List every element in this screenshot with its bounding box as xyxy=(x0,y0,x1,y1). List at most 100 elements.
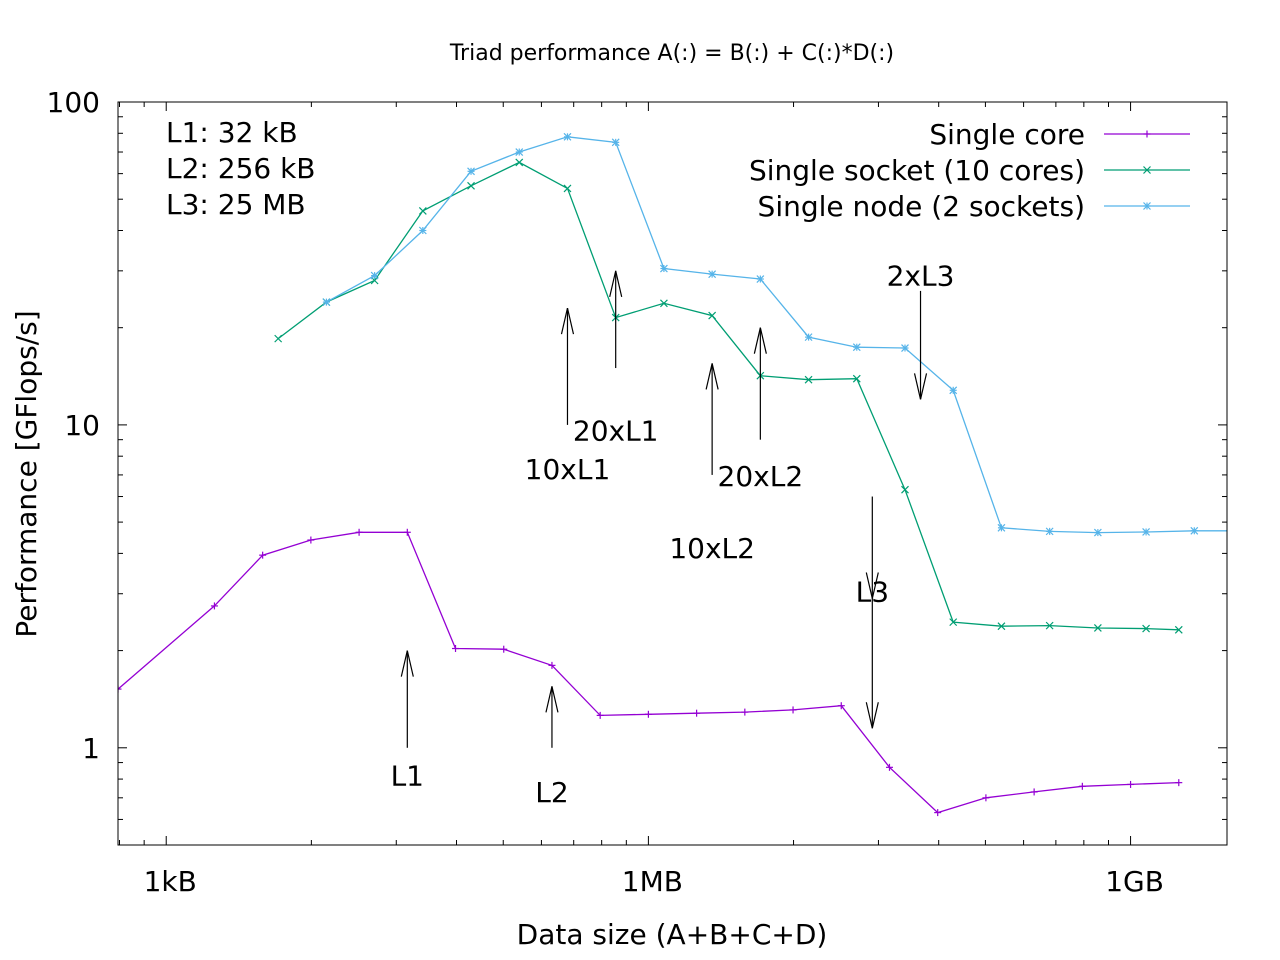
data-point xyxy=(804,333,813,342)
data-point xyxy=(548,661,556,669)
data-point xyxy=(307,536,315,544)
plot-frame xyxy=(117,101,1228,846)
data-point xyxy=(1239,527,1246,534)
data-point xyxy=(1093,624,1102,632)
data-point xyxy=(1093,528,1102,537)
data-point xyxy=(852,374,861,383)
data-point xyxy=(355,528,363,536)
data-point xyxy=(789,706,797,714)
data-point xyxy=(611,138,620,147)
y-axis-label: Performance [GFlops/s] xyxy=(10,310,43,637)
data-point xyxy=(1142,624,1151,633)
data-point xyxy=(403,528,411,536)
data-point xyxy=(418,206,427,215)
data-point xyxy=(370,271,379,280)
data-point xyxy=(500,645,508,653)
y-tick-label: 1 xyxy=(82,732,100,765)
data-point xyxy=(852,343,861,352)
legend-marker xyxy=(1143,130,1151,138)
data-point xyxy=(210,602,218,610)
data-point xyxy=(741,708,749,716)
data-point xyxy=(708,311,717,320)
annotation-label: L3 xyxy=(856,575,889,608)
data-point xyxy=(596,711,604,719)
legend-label: Single core xyxy=(929,118,1085,151)
data-point xyxy=(644,710,652,718)
x-axis-label: Data size (A+B+C+D) xyxy=(517,918,828,951)
data-point xyxy=(693,709,701,717)
y-tick-label: 100 xyxy=(47,86,100,119)
cache-note: L1: 32 kB xyxy=(166,116,298,149)
data-point xyxy=(756,275,765,283)
legend-label: Single node (2 sockets) xyxy=(758,190,1085,223)
data-point xyxy=(949,618,958,627)
data-point xyxy=(659,299,668,308)
chart-title: Triad performance A(:) = B(:) + C(:)*D(:… xyxy=(449,41,894,66)
annotation-arrow xyxy=(753,327,767,440)
annotation-arrow xyxy=(545,686,559,748)
data-point xyxy=(1030,788,1038,796)
data-point xyxy=(467,167,475,176)
annotation-arrow xyxy=(609,270,623,369)
data-point xyxy=(708,270,717,279)
data-point xyxy=(837,702,845,710)
data-point xyxy=(982,794,990,802)
data-point xyxy=(1045,621,1054,630)
annotation-arrow xyxy=(865,593,879,729)
legend-marker xyxy=(1143,202,1151,210)
data-point xyxy=(659,264,668,273)
annotation-label: 10xL1 xyxy=(525,453,611,486)
data-point xyxy=(1142,528,1151,536)
annotation-arrow xyxy=(913,290,928,400)
annotation-label: 20xL2 xyxy=(718,460,804,493)
annotation-arrow xyxy=(400,650,414,748)
annotation-label: L1 xyxy=(391,760,424,793)
series-line-1 xyxy=(118,531,1179,814)
annotation-arrow xyxy=(705,363,719,475)
annotation-arrow xyxy=(560,307,575,425)
data-point xyxy=(901,485,909,494)
x-tick-label: 1GB xyxy=(1105,865,1164,898)
x-tick-label: 1MB xyxy=(622,865,683,898)
data-point xyxy=(322,298,331,307)
data-point xyxy=(1078,782,1086,790)
data-point xyxy=(563,184,572,193)
y-tick-label: 10 xyxy=(64,409,100,442)
data-point xyxy=(418,226,427,235)
annotation-label: 2xL3 xyxy=(887,260,955,293)
data-point xyxy=(997,622,1006,631)
data-point xyxy=(452,645,460,653)
data-point xyxy=(563,132,572,141)
data-point xyxy=(1127,780,1135,788)
legend-label: Single socket (10 cores) xyxy=(749,154,1085,187)
cache-note: L2: 256 kB xyxy=(166,152,316,185)
series-line-2 xyxy=(277,161,1179,631)
data-point xyxy=(274,334,283,343)
x-tick-label: 1kB xyxy=(144,865,197,898)
data-point xyxy=(467,181,475,190)
data-point xyxy=(515,148,524,156)
data-point xyxy=(934,809,942,817)
series-line-3 xyxy=(326,136,1227,534)
data-point xyxy=(259,551,267,559)
data-point xyxy=(1175,779,1183,787)
data-series xyxy=(118,132,1246,817)
cache-annotations: L1 L2 10xL1 20xL1 10xL2 20xL2 L3 2xL3 xyxy=(391,260,955,809)
data-point xyxy=(118,685,122,693)
cache-note: L3: 25 MB xyxy=(166,188,306,221)
data-point xyxy=(901,344,909,352)
data-point xyxy=(515,158,524,167)
data-point xyxy=(1045,527,1054,536)
legend-marker xyxy=(1143,166,1151,174)
data-point xyxy=(804,375,813,384)
annotation-label: 20xL1 xyxy=(573,415,659,448)
annotation-label: L2 xyxy=(535,776,568,809)
data-point xyxy=(1190,526,1199,535)
data-point xyxy=(885,763,893,771)
data-point xyxy=(949,386,958,395)
data-point xyxy=(997,523,1006,532)
axis-ticks: 1 10 100 1kB 1MB 1GB xyxy=(47,86,1227,898)
